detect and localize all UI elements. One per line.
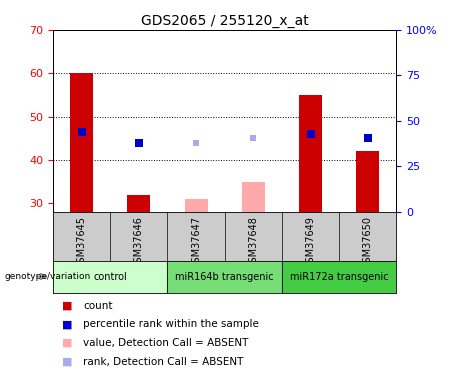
Point [307,131,314,137]
Text: ■: ■ [62,357,73,367]
Text: GSM37649: GSM37649 [306,216,316,268]
Bar [299,95,322,212]
Bar [356,151,379,212]
Title: GDS2065 / 255120_x_at: GDS2065 / 255120_x_at [141,13,308,28]
Bar [127,195,150,212]
Text: GSM37647: GSM37647 [191,216,201,269]
Text: count: count [83,301,112,310]
Text: rank, Detection Call = ABSENT: rank, Detection Call = ABSENT [83,357,243,367]
Bar [185,199,207,212]
Text: GSM37646: GSM37646 [134,216,144,268]
Text: GSM37645: GSM37645 [77,216,87,269]
Text: ■: ■ [62,301,73,310]
Bar [53,261,167,292]
Text: control: control [94,272,127,282]
Bar [70,73,93,212]
Text: ■: ■ [62,338,73,348]
Point [78,129,85,135]
Text: miR172a transgenic: miR172a transgenic [290,272,389,282]
Point [250,135,257,141]
Bar [167,261,282,292]
Text: value, Detection Call = ABSENT: value, Detection Call = ABSENT [83,338,248,348]
Text: percentile rank within the sample: percentile rank within the sample [83,320,259,329]
Text: GSM37650: GSM37650 [363,216,373,269]
Bar [282,261,396,292]
Text: miR164b transgenic: miR164b transgenic [176,272,274,282]
Point [135,140,142,146]
Point [364,135,372,141]
Bar [242,182,265,212]
Text: genotype/variation: genotype/variation [5,272,91,281]
Text: ■: ■ [62,320,73,329]
Point [192,140,200,146]
Text: GSM37648: GSM37648 [248,216,258,268]
